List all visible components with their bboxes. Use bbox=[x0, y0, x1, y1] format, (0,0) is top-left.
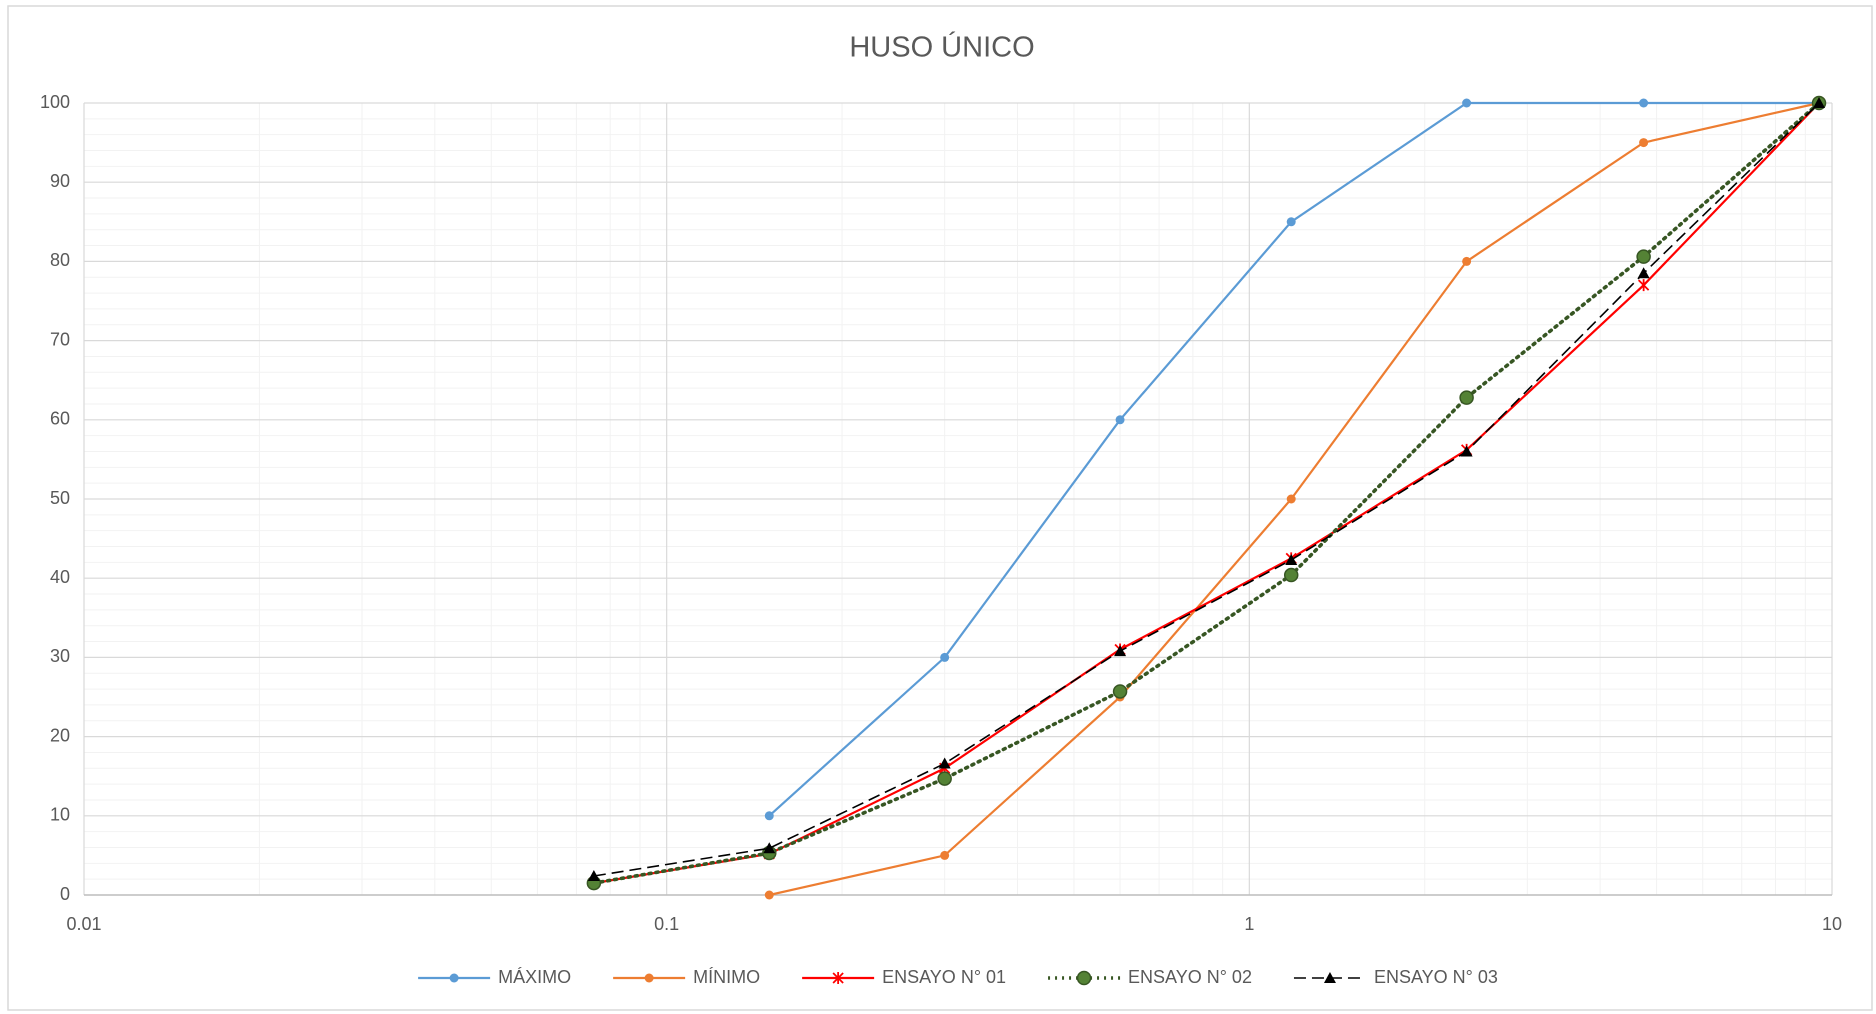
y-tick-label: 30 bbox=[50, 646, 70, 666]
legend-marker bbox=[449, 973, 459, 983]
y-tick-label: 100 bbox=[40, 92, 70, 112]
point bbox=[1114, 645, 1127, 657]
point bbox=[1637, 267, 1650, 279]
series-line bbox=[593, 102, 1820, 877]
point bbox=[1459, 390, 1474, 405]
point bbox=[763, 842, 776, 854]
x-tick-label: 0.1 bbox=[654, 914, 679, 934]
y-tick-label: 0 bbox=[60, 884, 70, 904]
point bbox=[1636, 249, 1651, 264]
legend-label: ENSAYO N° 02 bbox=[1128, 967, 1252, 987]
point bbox=[1813, 97, 1826, 108]
point bbox=[1283, 567, 1299, 583]
point bbox=[1112, 684, 1128, 699]
point bbox=[1286, 217, 1296, 227]
y-tick-label: 60 bbox=[50, 409, 70, 429]
legend-entry: ENSAYO N° 03 bbox=[1293, 967, 1498, 987]
point bbox=[1639, 138, 1649, 148]
y-tick-label: 80 bbox=[50, 250, 70, 270]
point bbox=[1637, 279, 1650, 292]
x-tick-label: 1 bbox=[1244, 914, 1254, 934]
y-tick-label: 70 bbox=[50, 329, 70, 349]
point bbox=[937, 771, 952, 786]
point bbox=[764, 890, 774, 900]
point bbox=[938, 757, 951, 769]
x-tick-label: 0.01 bbox=[66, 914, 101, 934]
point bbox=[1460, 445, 1473, 457]
point bbox=[764, 811, 774, 821]
legend-marker bbox=[1323, 972, 1336, 983]
point bbox=[1639, 98, 1649, 108]
point bbox=[1286, 494, 1296, 504]
chart-title: HUSO ÚNICO bbox=[849, 31, 1034, 64]
legend-entry: MÍNIMO bbox=[613, 967, 760, 987]
legend-marker bbox=[832, 972, 844, 984]
legend-label: ENSAYO N° 03 bbox=[1374, 967, 1498, 987]
point bbox=[940, 850, 950, 860]
y-tick-label: 50 bbox=[50, 488, 70, 508]
legend-marker bbox=[644, 973, 654, 983]
legend-label: MÍNIMO bbox=[693, 967, 760, 987]
point bbox=[1115, 415, 1125, 425]
y-tick-label: 90 bbox=[50, 171, 70, 191]
legend-marker bbox=[1076, 970, 1092, 986]
legend-label: ENSAYO N° 01 bbox=[882, 967, 1006, 987]
legend-label: MÁXIMO bbox=[498, 967, 571, 987]
point bbox=[1285, 553, 1298, 565]
x-tick-label: 10 bbox=[1822, 914, 1842, 934]
y-tick-label: 40 bbox=[50, 567, 70, 587]
point bbox=[1462, 256, 1472, 266]
legend-entry: ENSAYO N° 01 bbox=[802, 967, 1006, 987]
point bbox=[587, 869, 600, 881]
point bbox=[940, 652, 950, 662]
legend: MÁXIMO MÍNIMO ENSAYO N° 01 ENSAYO N° 02 ENSA… bbox=[418, 967, 1498, 987]
y-tick-label: 20 bbox=[50, 725, 70, 745]
chart-frame bbox=[7, 5, 1873, 1011]
legend-entry: ENSAYO N° 02 bbox=[1048, 967, 1252, 987]
point bbox=[1462, 98, 1472, 108]
y-tick-label: 10 bbox=[50, 805, 70, 825]
legend-entry: MÁXIMO bbox=[418, 967, 571, 987]
series-line bbox=[592, 101, 1821, 885]
